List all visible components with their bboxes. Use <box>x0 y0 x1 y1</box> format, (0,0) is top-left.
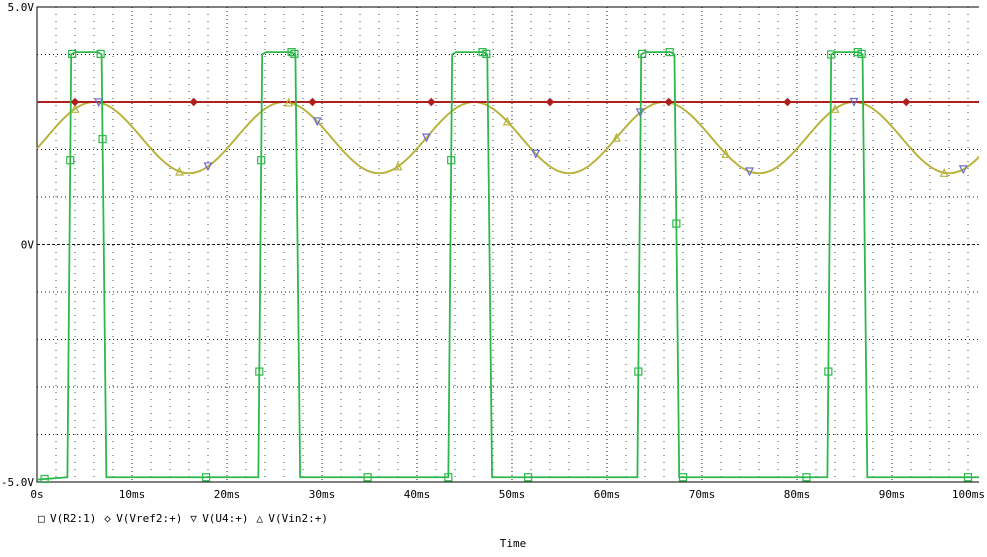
x-tick-label: 100ms <box>952 488 985 501</box>
marker-v-r2-1- <box>287 48 296 57</box>
marker-v-r2-1- <box>447 156 456 165</box>
marker-v-vin2- <box>721 148 731 158</box>
marker-v-r2-1- <box>96 49 105 59</box>
legend-item: ◇ V(Vref2:+) <box>104 512 182 525</box>
marker-v-u4- <box>958 165 968 175</box>
x-tick-label: 90ms <box>879 488 906 501</box>
series-markers <box>40 48 973 484</box>
marker-v-u4- <box>422 133 431 143</box>
marker-v-vin2- <box>70 103 80 113</box>
marker-v-vin2- <box>612 132 621 142</box>
legend-item: □ V(R2:1) <box>38 512 96 525</box>
marker-v-r2-1- <box>40 474 49 484</box>
marker-v-vref2- <box>783 97 792 107</box>
marker-v-u4- <box>94 98 104 108</box>
marker-v-r2-1- <box>638 49 647 59</box>
y-tick-label: 0V <box>21 239 35 252</box>
marker-v-u4- <box>203 162 213 172</box>
marker-v-vref2- <box>70 97 80 107</box>
marker-v-vref2- <box>664 97 673 107</box>
marker-v-vref2- <box>189 97 198 107</box>
marker-v-r2-1- <box>963 473 973 482</box>
marker-v-r2-1- <box>634 367 643 376</box>
x-tick-labels: 0s 10ms 20ms 30ms 40ms 50ms 60ms 70ms 80ms 90ms 10… <box>30 488 985 501</box>
marker-v-r2-1- <box>524 473 533 482</box>
legend-label: V(U4:+) <box>202 512 248 525</box>
x-tick-label: 30ms <box>309 488 336 501</box>
marker-v-u4- <box>531 149 541 159</box>
series-line-v-r2-1- <box>36 51 987 481</box>
legend-label: V(Vin2:+) <box>268 512 328 525</box>
marker-v-vref2- <box>308 97 317 107</box>
marker-v-r2-1- <box>672 219 681 228</box>
y-tick-labels: 5.0V 0V -5.0V <box>1 1 34 489</box>
marker-v-r2-1- <box>98 134 107 144</box>
x-tick-label: 60ms <box>594 488 621 501</box>
marker-v-r2-1- <box>255 367 264 376</box>
marker-v-r2-1- <box>824 367 833 376</box>
marker-v-vref2- <box>545 97 555 107</box>
marker-v-r2-1- <box>802 473 811 482</box>
marker-v-r2-1- <box>857 49 866 59</box>
series-line-v-vin2- <box>36 101 987 175</box>
marker-v-u4- <box>849 97 859 107</box>
x-tick-label: 80ms <box>784 488 811 501</box>
y-tick-label: -5.0V <box>1 476 34 489</box>
legend-label: V(R2:1) <box>50 512 96 525</box>
marker-v-r2-1- <box>66 156 75 165</box>
legend-label: V(Vref2:+) <box>116 512 182 525</box>
marker-v-r2-1- <box>202 473 211 482</box>
x-tick-label: 10ms <box>119 488 146 501</box>
marker-v-r2-1- <box>257 156 266 165</box>
marker-v-vin2- <box>284 97 294 107</box>
marker-v-u4- <box>745 167 754 177</box>
right-edge-scrollbar[interactable] <box>979 0 987 491</box>
marker-v-vref2- <box>427 97 436 107</box>
legend-item: △ V(Vin2:+) <box>256 512 328 525</box>
marker-v-r2-1- <box>678 473 688 482</box>
marker-v-u4- <box>635 108 645 118</box>
x-tick-label: 40ms <box>404 488 431 501</box>
x-tick-label: 0s <box>30 488 43 501</box>
marker-v-r2-1- <box>363 473 372 482</box>
marker-v-r2-1- <box>665 48 674 57</box>
marker-v-vin2- <box>393 161 403 171</box>
legend: □ V(R2:1) ◇ V(Vref2:+) ▽ V(U4:+) △ V(Vin2:+) <box>38 512 328 525</box>
marker-v-u4- <box>312 117 322 127</box>
legend-marker-icon: △ <box>256 512 263 525</box>
legend-item: ▽ V(U4:+) <box>190 512 248 525</box>
legend-marker-icon: ◇ <box>104 512 111 525</box>
marker-v-r2-1- <box>68 49 77 59</box>
marker-v-r2-1- <box>444 473 453 482</box>
x-axis-title: Time <box>500 537 527 550</box>
marker-v-vin2- <box>830 103 840 113</box>
marker-v-vin2- <box>502 116 512 126</box>
x-tick-label: 20ms <box>214 488 241 501</box>
marker-v-vin2- <box>939 167 949 177</box>
marker-v-r2-1- <box>290 49 299 59</box>
marker-v-r2-1- <box>827 50 836 59</box>
legend-marker-icon: ▽ <box>190 512 197 525</box>
legend-marker-icon: □ <box>38 512 45 525</box>
marker-v-r2-1- <box>482 49 491 59</box>
x-tick-label: 50ms <box>499 488 526 501</box>
x-tick-label: 70ms <box>689 488 716 501</box>
y-tick-label: 5.0V <box>8 1 35 14</box>
marker-v-vref2- <box>902 97 911 107</box>
marker-v-vin2- <box>175 166 184 176</box>
